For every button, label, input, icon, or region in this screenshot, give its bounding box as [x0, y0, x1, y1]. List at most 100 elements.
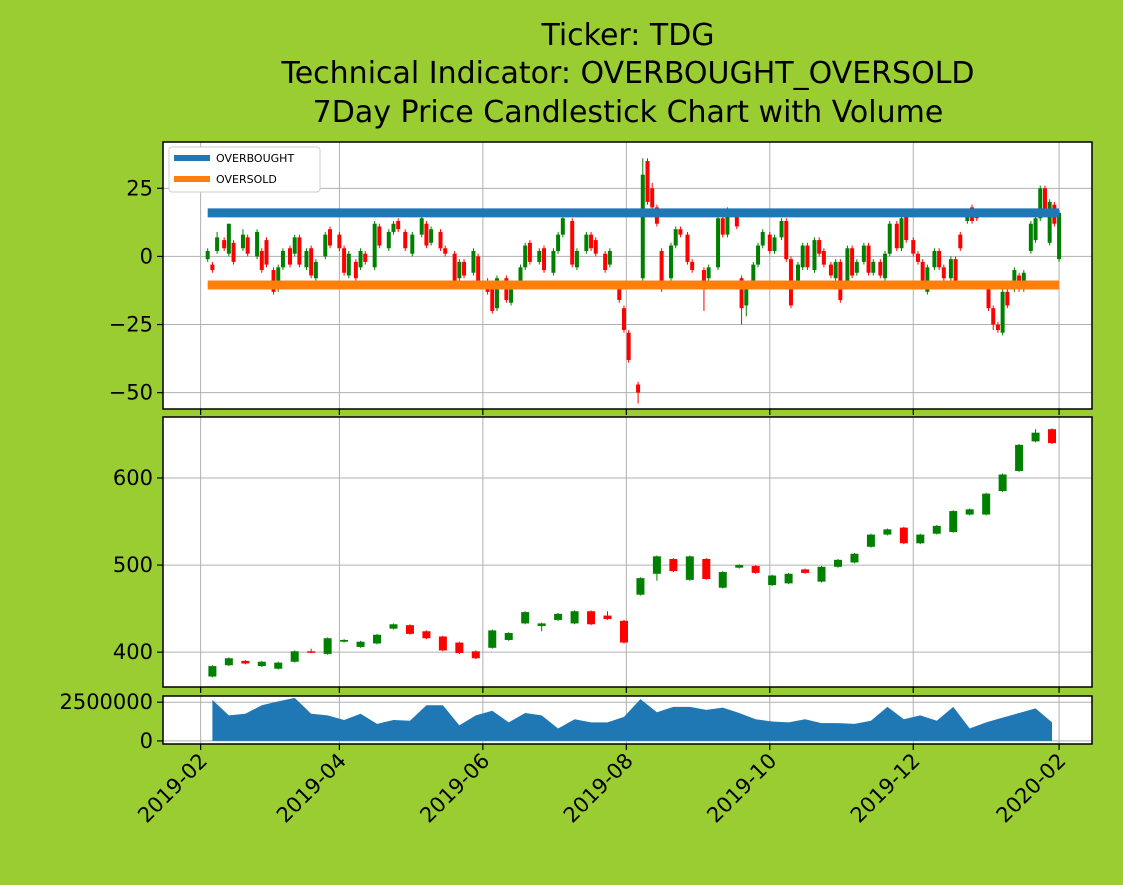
indicator-candle — [678, 226, 683, 238]
indicator-candle-body — [288, 248, 293, 265]
indicator-candle-body — [490, 289, 495, 311]
price-candle-body — [1031, 432, 1040, 442]
indicator-candle-body — [353, 261, 358, 279]
indicator-candle — [861, 242, 866, 265]
indicator-candle — [377, 223, 382, 249]
indicator-candle — [337, 231, 342, 251]
indicator-candle-body — [304, 250, 309, 268]
indicator-candle-body — [640, 174, 645, 279]
indicator-candle — [920, 259, 925, 284]
indicator-candle — [603, 250, 608, 273]
indicator-candle-body — [894, 223, 899, 249]
price-candle — [685, 555, 694, 581]
indicator-candle-body — [932, 250, 937, 268]
indicator-candle-body — [372, 223, 377, 268]
indicator-candle-body — [669, 245, 674, 279]
indicator-candle — [1000, 289, 1005, 336]
indicator-panel-frame — [162, 141, 1093, 410]
indicator-candle — [760, 229, 765, 249]
indicator-candle — [866, 242, 871, 276]
indicator-candle-body — [240, 234, 245, 249]
indicator-candle-body — [720, 218, 725, 235]
price-candle — [801, 568, 810, 574]
price-candle-body — [982, 493, 991, 515]
indicator-candle — [231, 240, 236, 265]
price-candle-body — [735, 565, 744, 568]
price-candle-body — [405, 625, 414, 634]
indicator-candle-body — [871, 261, 876, 273]
price-candle — [603, 611, 612, 620]
price-candle — [702, 558, 711, 580]
indicator-candle — [245, 234, 250, 257]
indicator-candle — [784, 218, 789, 262]
indicator-candle — [887, 221, 892, 257]
indicator-candle-body — [205, 250, 210, 260]
price-candle — [850, 552, 859, 564]
indicator-candle-body — [226, 223, 231, 254]
price-candle — [307, 648, 316, 654]
indicator-candle — [259, 248, 264, 273]
indicator-candle-body — [1033, 218, 1038, 241]
indicator-candle — [222, 237, 227, 251]
indicator-candle — [457, 259, 462, 281]
price-candle-body — [537, 623, 546, 627]
indicator-candle-body — [685, 234, 690, 262]
indicator-candle — [353, 259, 358, 281]
indicator-candle — [948, 256, 953, 281]
indicator-candle-body — [1047, 201, 1052, 243]
price-y-ticks: 400 500 600 — [113, 466, 163, 664]
indicator-candle-body — [210, 264, 215, 271]
volume-ytick-label-0: 0 — [140, 729, 153, 753]
indicator-candle-body — [911, 240, 916, 254]
indicator-candle-body — [537, 250, 542, 262]
indicator-candle-body — [1005, 291, 1010, 306]
price-candle — [257, 660, 266, 667]
indicator-candle — [346, 250, 351, 279]
indicator-candle — [706, 264, 711, 281]
indicator-candle — [878, 259, 883, 279]
indicator-candle — [215, 231, 220, 254]
indicator-candle-body — [589, 234, 594, 249]
indicator-candle — [476, 253, 481, 284]
indicator-candle-body — [346, 253, 351, 276]
price-candle-body — [307, 651, 316, 653]
indicator-candle-body — [751, 264, 756, 284]
indicator-candle-body — [280, 250, 285, 268]
indicator-candle — [1028, 221, 1033, 254]
indicator-candle — [342, 245, 347, 276]
indicator-candle-body — [403, 231, 408, 249]
indicator-candle-body — [937, 250, 942, 268]
price-candle-body — [587, 611, 596, 625]
price-candle-body — [784, 573, 793, 584]
indicator-candle-body — [476, 256, 481, 281]
price-candle — [833, 558, 842, 568]
price-candle-body — [471, 651, 480, 659]
indicator-candle-body — [509, 286, 514, 303]
indicator-candle — [309, 245, 314, 279]
price-ytick-label-0: 400 — [113, 640, 153, 664]
indicator-candle-body — [518, 267, 523, 287]
price-candle — [998, 473, 1007, 492]
indicator-candle — [396, 218, 401, 232]
indicator-candle-body — [593, 240, 598, 254]
price-candle — [1031, 429, 1040, 443]
indicator-candle-body — [760, 231, 765, 246]
indicator-candle-body — [779, 221, 784, 238]
indicator-candle — [626, 329, 631, 363]
indicator-candle-body — [626, 332, 631, 360]
indicator-candle-body — [215, 237, 220, 251]
price-candle — [537, 622, 546, 632]
indicator-candle-body — [396, 221, 401, 230]
indicator-candle — [358, 248, 363, 271]
indicator-candle — [883, 250, 888, 281]
indicator-candle — [292, 234, 297, 257]
indicator-candle-body — [883, 253, 888, 279]
price-candle — [224, 657, 233, 667]
price-ytick-label-1: 500 — [113, 553, 153, 577]
price-candle-body — [356, 641, 365, 647]
price-ytick-label-2: 600 — [113, 466, 153, 490]
price-panel-background — [163, 417, 1092, 687]
price-candle-body — [751, 565, 760, 573]
indicator-candle — [429, 226, 434, 246]
indicator-candle-body — [327, 229, 332, 246]
